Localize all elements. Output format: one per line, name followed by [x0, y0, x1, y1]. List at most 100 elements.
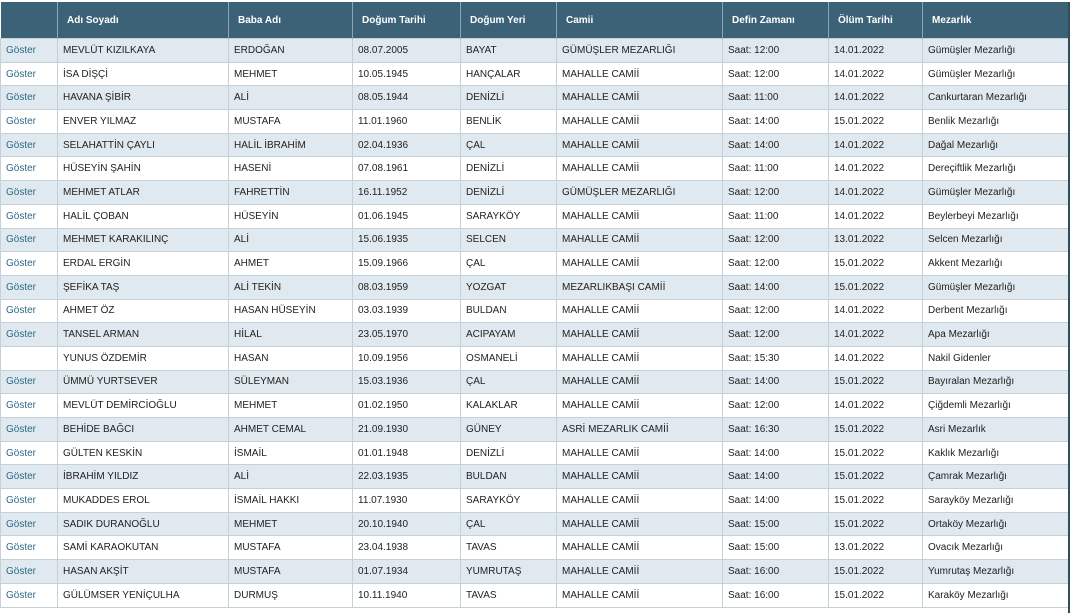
table-row: Göster GÜLTEN KESKİN İSMAİL 01.01.1948 DENİZ…: [0, 440, 1068, 466]
table-cell: GÜNEY: [460, 417, 557, 442]
show-link[interactable]: Göster: [6, 258, 37, 270]
table-cell: MUSTAFA: [228, 535, 353, 561]
table-cell: HÜSEYİN ŞAHİN: [57, 156, 229, 182]
table-cell: İSMAİL: [228, 440, 353, 466]
table-row: Göster HAVANA ŞİBİR ALİ 08.05.1944 DENİZLİ MA…: [0, 85, 1068, 111]
show-link[interactable]: Göster: [6, 281, 37, 293]
table-row: Göster BEHİDE BAĞCI AHMET CEMAL 21.09.1930 G…: [0, 417, 1068, 442]
table-cell: Çamrak Mezarlığı: [922, 464, 1068, 490]
table-cell: Saat: 12:00: [722, 251, 829, 276]
table-cell: 11.07.1930: [352, 488, 461, 513]
table-cell: 13.01.2022: [828, 227, 923, 253]
table-cell: ASRİ MEZARLIK CAMİİ: [556, 417, 723, 442]
table-cell: SELAHATTİN ÇAYLI: [57, 132, 229, 158]
show-link[interactable]: Göster: [6, 68, 37, 80]
table-cell: Apa Mezarlığı: [922, 322, 1068, 347]
table-cell: HASAN AKŞİT: [57, 559, 229, 584]
table-cell: Bayıralan Mezarlığı: [922, 369, 1068, 395]
table-cell: BULDAN: [460, 464, 557, 490]
show-link[interactable]: Göster: [6, 589, 37, 601]
table-cell: 15.01.2022: [828, 511, 923, 537]
show-link[interactable]: Göster: [6, 305, 37, 317]
table-cell: 14.01.2022: [828, 298, 923, 324]
table-cell: MAHALLE CAMİİ: [556, 251, 723, 276]
table-cell: MEZARLIKBAŞI CAMİİ: [556, 274, 723, 300]
table-cell: ÇAL: [460, 369, 557, 395]
table-cell: AHMET ÖZ: [57, 298, 229, 324]
table-cell: 15.01.2022: [828, 417, 923, 442]
table-cell: 14.01.2022: [828, 61, 923, 87]
table-cell: MEHMET ATLAR: [57, 180, 229, 205]
action-cell: Göster: [0, 369, 58, 395]
table-cell: ÇAL: [460, 511, 557, 537]
table-cell: KALAKLAR: [460, 393, 557, 418]
table-cell: Saat: 12:00: [722, 393, 829, 418]
table-cell: 13.01.2022: [828, 535, 923, 561]
table-row: Göster ERDAL ERGİN AHMET 15.09.1966 ÇAL MAHAL…: [0, 251, 1068, 276]
table-cell: HALİL İBRAHİM: [228, 132, 353, 158]
action-cell: Göster: [0, 511, 58, 537]
table-cell: HASAN HÜSEYİN: [228, 298, 353, 324]
table-row: Göster İSA DİŞÇİ MEHMET 10.05.1945 HANÇALAR M…: [0, 61, 1068, 87]
table-cell: SADIK DURANOĞLU: [57, 511, 229, 537]
show-link[interactable]: Göster: [6, 92, 37, 104]
table-body: Göster MEVLÜT KIZILKAYA ERDOĞAN 08.07.2005 B…: [0, 38, 1068, 608]
table-cell: Saat: 11:00: [722, 203, 829, 229]
table-cell: Asri Mezarlık: [922, 417, 1068, 442]
show-link[interactable]: Göster: [6, 565, 37, 577]
show-link[interactable]: Göster: [6, 542, 37, 554]
table-cell: Saat: 12:00: [722, 298, 829, 324]
table-cell: 11.01.1960: [352, 109, 461, 134]
table-cell: HAVANA ŞİBİR: [57, 85, 229, 111]
table-cell: Saat: 15:00: [722, 511, 829, 537]
table-cell: 14.01.2022: [828, 85, 923, 111]
table-cell: 15.01.2022: [828, 582, 923, 608]
show-link[interactable]: Göster: [6, 518, 37, 530]
show-link[interactable]: Göster: [6, 234, 37, 246]
show-link[interactable]: Göster: [6, 163, 37, 175]
table-cell: ÇAL: [460, 251, 557, 276]
show-link[interactable]: Göster: [6, 471, 37, 483]
table-cell: 14.01.2022: [828, 203, 923, 229]
action-cell: Göster: [0, 322, 58, 347]
table-cell: 15.06.1935: [352, 227, 461, 253]
table-cell: YOZGAT: [460, 274, 557, 300]
table-cell: Saat: 14:00: [722, 488, 829, 513]
table-cell: Cankurtaran Mezarlığı: [922, 85, 1068, 111]
show-link[interactable]: Göster: [6, 139, 37, 151]
table-cell: DENİZLİ: [460, 85, 557, 111]
table-cell: DENİZLİ: [460, 180, 557, 205]
table-cell: TAVAS: [460, 535, 557, 561]
table-cell: Saat: 14:00: [722, 274, 829, 300]
table-cell: Saat: 12:00: [722, 322, 829, 347]
table-cell: ŞEFİKA TAŞ: [57, 274, 229, 300]
table-cell: MAHALLE CAMİİ: [556, 345, 723, 371]
show-link[interactable]: Göster: [6, 115, 37, 127]
table-cell: ÜMMÜ YURTSEVER: [57, 369, 229, 395]
table-cell: 15.01.2022: [828, 251, 923, 276]
table-cell: Saat: 15:00: [722, 535, 829, 561]
show-link[interactable]: Göster: [6, 494, 37, 506]
table-cell: HANÇALAR: [460, 61, 557, 87]
table-cell: 14.01.2022: [828, 38, 923, 63]
show-link[interactable]: Göster: [6, 44, 37, 56]
table-cell: 15.01.2022: [828, 464, 923, 490]
table-cell: Kaklık Mezarlığı: [922, 440, 1068, 466]
table-cell: 14.01.2022: [828, 345, 923, 371]
table-cell: HASAN: [228, 345, 353, 371]
show-link[interactable]: Göster: [6, 186, 37, 198]
table-cell: BEHİDE BAĞCI: [57, 417, 229, 442]
show-link[interactable]: Göster: [6, 376, 37, 388]
table-cell: 14.01.2022: [828, 180, 923, 205]
show-link[interactable]: Göster: [6, 400, 37, 412]
table-row: Göster SAMİ KARAOKUTAN MUSTAFA 23.04.1938 TA…: [0, 535, 1068, 561]
action-cell: Göster: [0, 417, 58, 442]
show-link[interactable]: Göster: [6, 447, 37, 459]
show-link[interactable]: Göster: [6, 329, 37, 341]
table-cell: 21.09.1930: [352, 417, 461, 442]
table-cell: 10.11.1940: [352, 582, 461, 608]
table-cell: SAMİ KARAOKUTAN: [57, 535, 229, 561]
show-link[interactable]: Göster: [6, 423, 37, 435]
table-cell: İSMAİL HAKKI: [228, 488, 353, 513]
show-link[interactable]: Göster: [6, 210, 37, 222]
